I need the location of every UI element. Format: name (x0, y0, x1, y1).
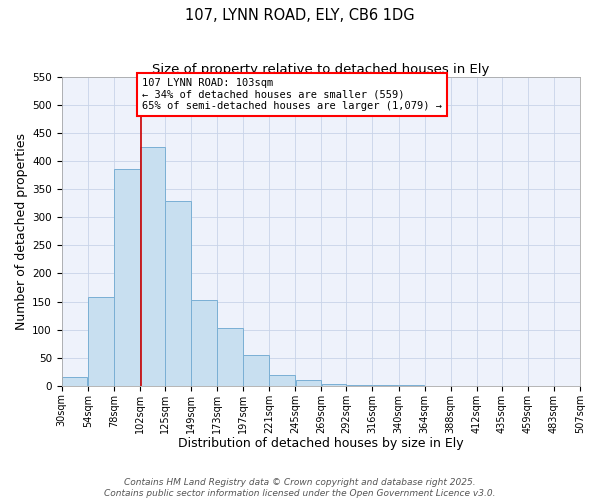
Bar (269, 374, 295, 386)
Bar (165, 202, 191, 386)
Bar (322, 384, 346, 386)
Bar (140, 147, 164, 386)
Text: 107 LYNN ROAD: 103sqm
← 34% of detached houses are smaller (559)
65% of semi-det: 107 LYNN ROAD: 103sqm ← 34% of detached … (142, 78, 442, 111)
Bar (244, 355, 269, 386)
X-axis label: Distribution of detached houses by size in Ely: Distribution of detached houses by size … (178, 437, 464, 450)
Bar (114, 170, 140, 386)
Y-axis label: Number of detached properties: Number of detached properties (15, 132, 28, 330)
Title: Size of property relative to detached houses in Ely: Size of property relative to detached ho… (152, 62, 490, 76)
Bar (347, 384, 372, 386)
Bar (62, 378, 88, 386)
Text: Contains HM Land Registry data © Crown copyright and database right 2025.
Contai: Contains HM Land Registry data © Crown c… (104, 478, 496, 498)
Bar (191, 300, 217, 386)
Bar (296, 380, 321, 386)
Text: 107, LYNN ROAD, ELY, CB6 1DG: 107, LYNN ROAD, ELY, CB6 1DG (185, 8, 415, 22)
Bar (88, 297, 113, 386)
Bar (217, 328, 243, 386)
